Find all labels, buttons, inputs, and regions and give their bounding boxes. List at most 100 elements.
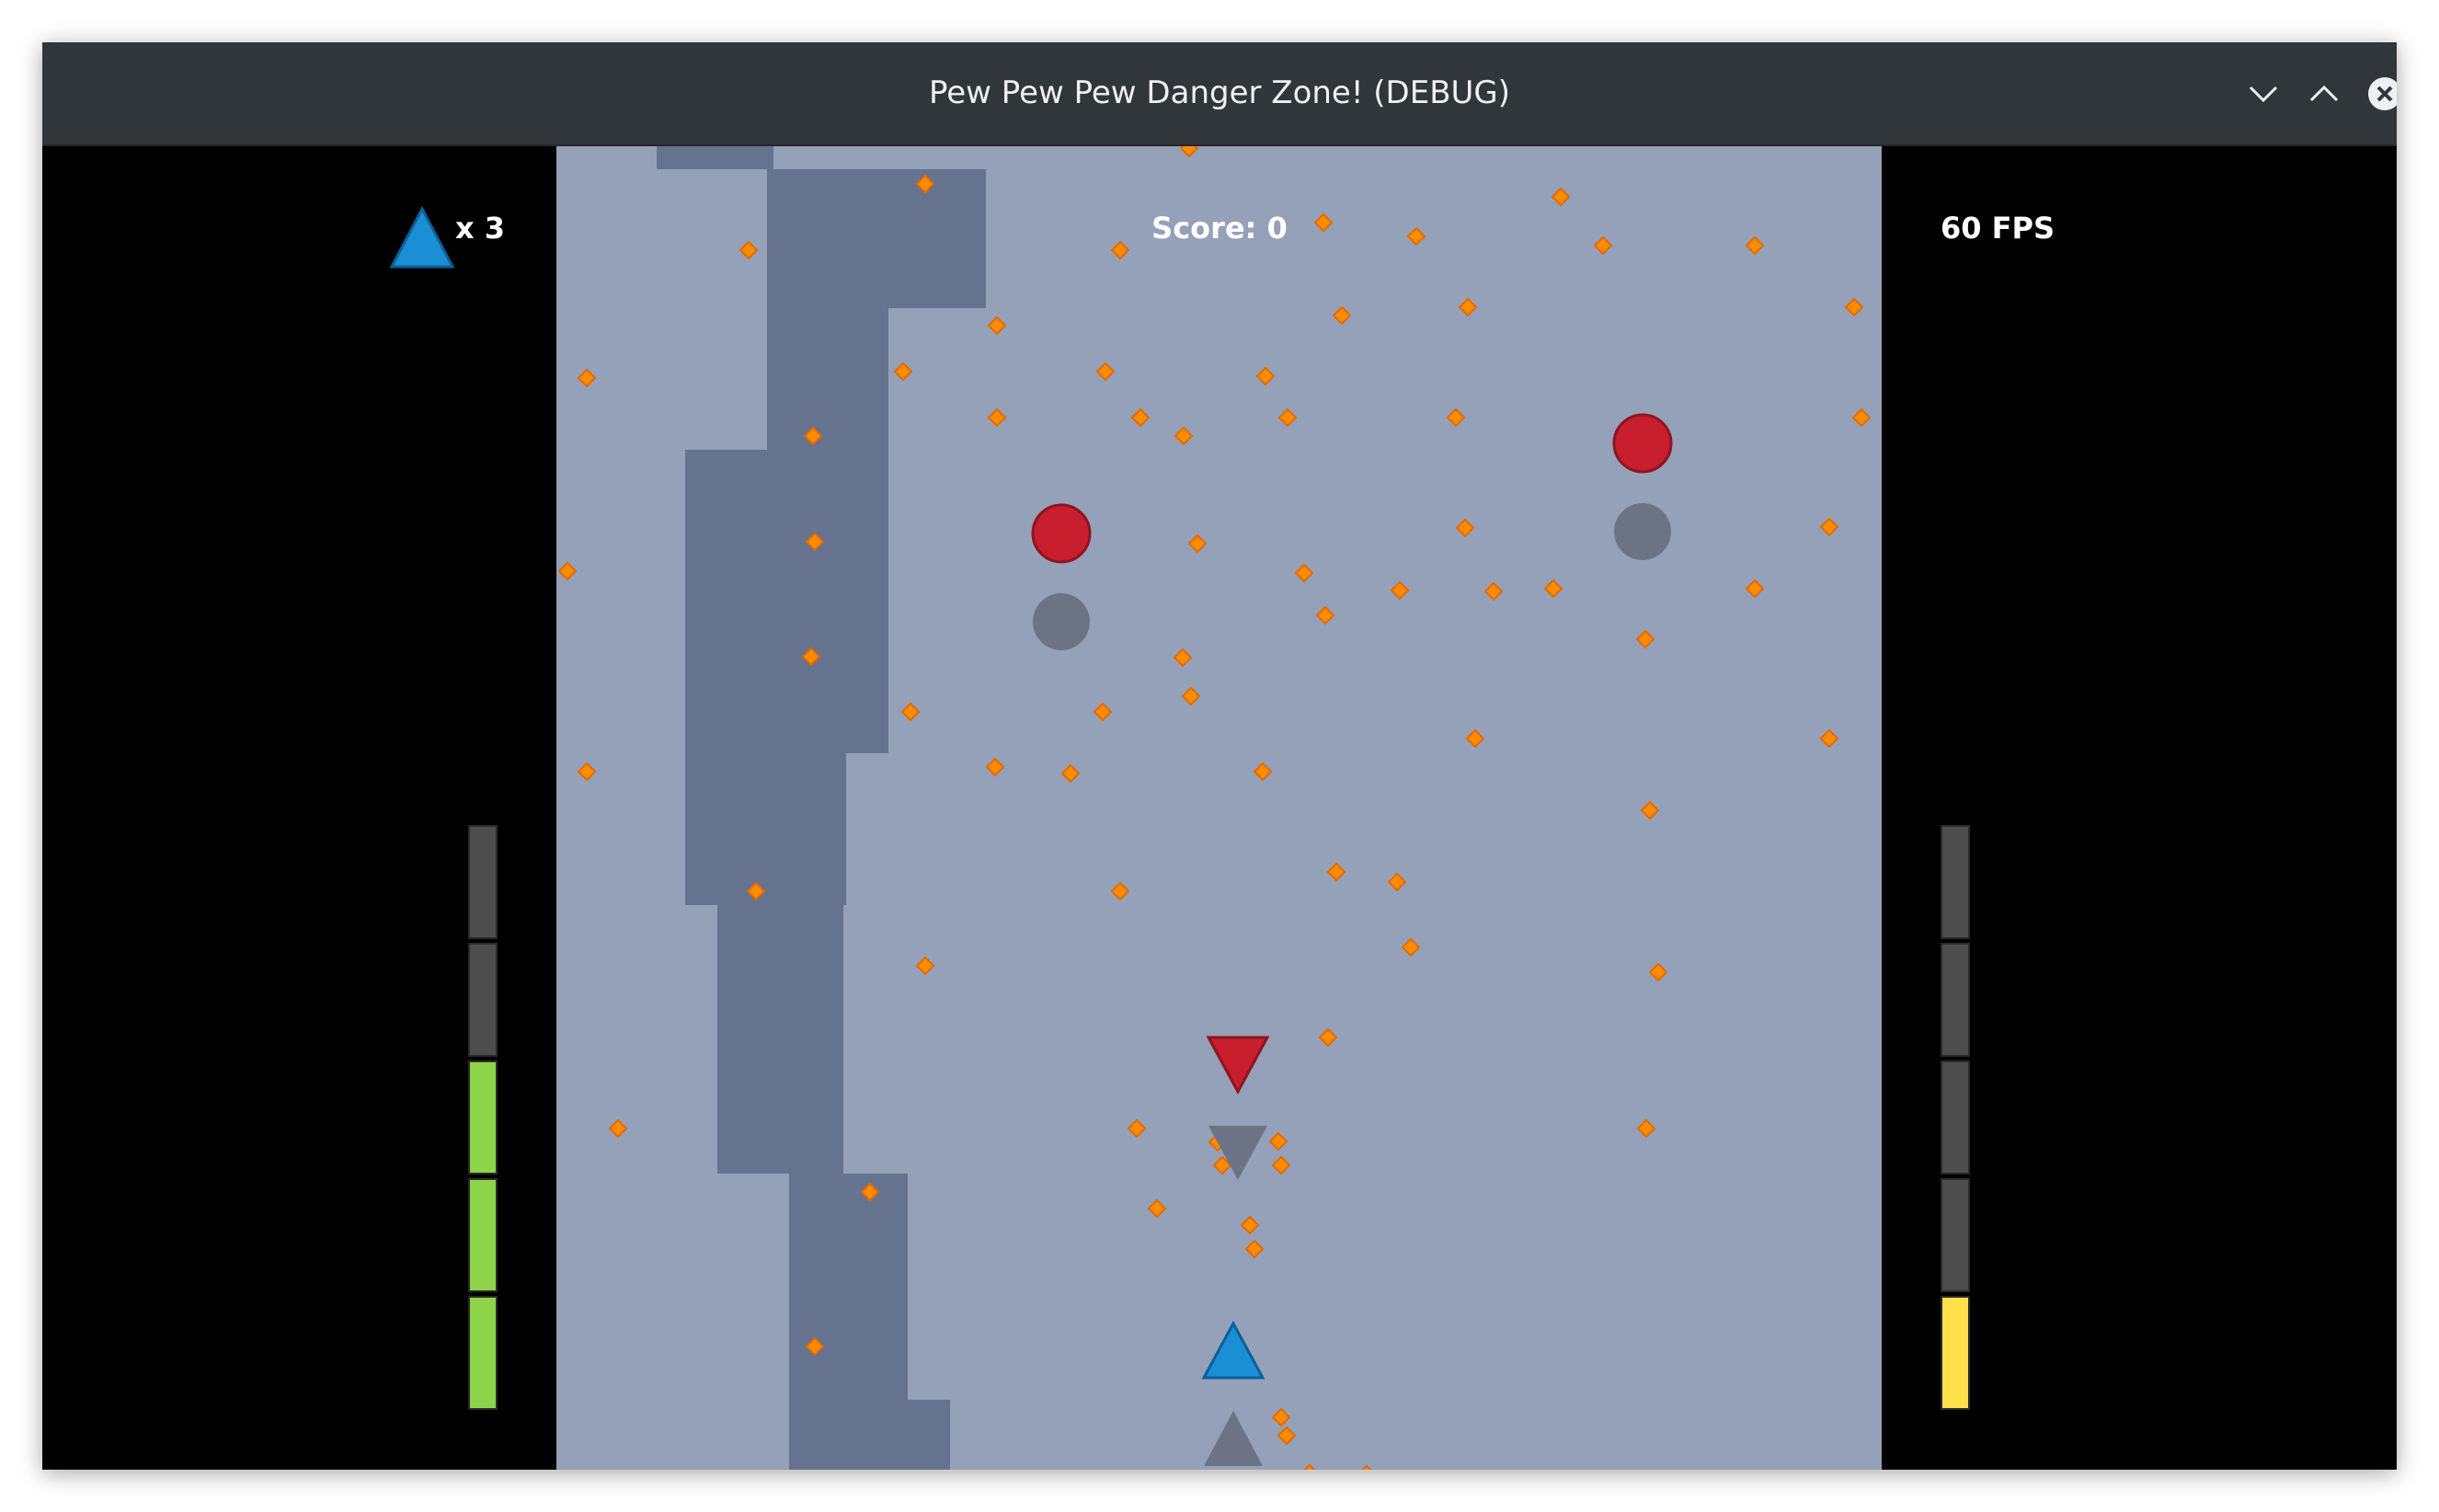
power-meter-segment bbox=[1941, 1296, 1970, 1410]
window-title: Pew Pew Pew Danger Zone! (DEBUG) bbox=[928, 74, 1511, 111]
enemy-bullet bbox=[1179, 146, 1199, 158]
title-bar[interactable]: Pew Pew Pew Danger Zone! (DEBUG) bbox=[42, 42, 2397, 146]
enemy-bullet bbox=[1147, 1198, 1167, 1219]
enemy-bullet bbox=[1095, 361, 1116, 382]
enemy-bullet bbox=[1315, 605, 1335, 625]
power-meter-segment bbox=[1941, 1060, 1970, 1174]
game-window: Pew Pew Pew Danger Zone! (DEBUG) x 3 Sco… bbox=[42, 42, 2397, 1470]
health-meter-segment bbox=[468, 943, 498, 1057]
terrain-wall bbox=[657, 146, 773, 169]
minimize-button[interactable] bbox=[2245, 75, 2282, 112]
enemy-bullet bbox=[577, 762, 597, 782]
blue-triangle-icon bbox=[389, 205, 455, 269]
enemy-bullet bbox=[1271, 1407, 1291, 1427]
maximize-button[interactable] bbox=[2306, 75, 2342, 112]
enemy-bullet bbox=[1326, 862, 1346, 882]
chevron-up-icon bbox=[2309, 85, 2339, 102]
enemy-bullet bbox=[987, 407, 1007, 428]
enemy-bullet bbox=[739, 240, 759, 260]
terrain-wall bbox=[717, 905, 843, 1174]
enemy-bullet bbox=[1745, 235, 1765, 256]
enemy-bullet bbox=[801, 647, 821, 667]
enemy-bullet bbox=[1446, 407, 1466, 428]
enemy-bullet bbox=[1593, 235, 1613, 256]
enemy-bullet bbox=[1277, 1426, 1297, 1446]
player-ship bbox=[1201, 1320, 1265, 1380]
enemy-bullet bbox=[1130, 407, 1151, 428]
enemy-bullet bbox=[805, 1336, 825, 1357]
score-display: Score: 0 bbox=[1151, 211, 1288, 246]
enemy-bullet bbox=[608, 1118, 628, 1139]
enemy-bullet bbox=[1636, 1118, 1656, 1139]
power-meter-segment bbox=[1941, 943, 1970, 1057]
health-meter-segment bbox=[468, 825, 498, 939]
terrain-wall bbox=[685, 450, 767, 905]
enemy-bullet bbox=[987, 315, 1007, 336]
enemy-bullet bbox=[1303, 1463, 1316, 1470]
enemy-bullet bbox=[1844, 297, 1864, 317]
power-meter-segment bbox=[1941, 1178, 1970, 1292]
enemy-bullet bbox=[1390, 580, 1410, 601]
close-icon bbox=[2368, 77, 2397, 110]
power-meter-segment bbox=[1941, 825, 1970, 939]
enemy-bullet bbox=[1255, 366, 1276, 386]
chevron-down-icon bbox=[2249, 86, 2278, 103]
enemy-bullet bbox=[1401, 937, 1421, 957]
enemy-bullet bbox=[1635, 629, 1655, 649]
enemy-bullet bbox=[1173, 647, 1193, 668]
enemy-bullet bbox=[805, 532, 825, 552]
enemy-bullet bbox=[1110, 240, 1130, 260]
terrain-wall bbox=[767, 588, 846, 905]
enemy-shadow bbox=[1033, 593, 1090, 650]
enemy-bullet bbox=[1240, 1215, 1260, 1235]
enemy-bullet bbox=[1455, 518, 1475, 538]
game-canvas[interactable] bbox=[42, 146, 2397, 1470]
enemy-bullet bbox=[1851, 407, 1872, 428]
enemy-bullet bbox=[1819, 517, 1839, 537]
enemy-bullet bbox=[860, 1182, 880, 1202]
enemy-bullet bbox=[1648, 962, 1668, 982]
enemy-bullet bbox=[1745, 578, 1765, 599]
enemy-bullet bbox=[1406, 226, 1426, 246]
enemy-shadow bbox=[1614, 503, 1671, 560]
enemy-bullet bbox=[1543, 578, 1563, 599]
enemy-bullet bbox=[1483, 581, 1504, 601]
health-meter-segment bbox=[468, 1060, 498, 1174]
game-viewport[interactable]: x 3 Score: 0 60 FPS bbox=[42, 146, 2397, 1470]
player-ship-shadow bbox=[1204, 1411, 1263, 1466]
close-button[interactable] bbox=[2366, 75, 2397, 112]
terrain-wall bbox=[824, 1400, 950, 1470]
terrain-wall bbox=[767, 169, 986, 308]
enemy-bullet bbox=[1110, 881, 1130, 901]
enemy-bullet bbox=[1277, 407, 1298, 428]
enemy-bullet bbox=[1212, 1155, 1232, 1175]
enemy-bullet bbox=[1268, 1131, 1288, 1151]
enemy-bullet bbox=[1174, 426, 1194, 446]
enemy-bullet bbox=[1819, 728, 1839, 749]
enemy-ship bbox=[1206, 1036, 1270, 1095]
enemy-bullet bbox=[1127, 1118, 1147, 1139]
enemy-bullet bbox=[1387, 872, 1407, 892]
enemy-orb bbox=[1612, 413, 1673, 474]
enemy-bullet bbox=[1253, 762, 1273, 782]
enemy-bullet bbox=[1465, 728, 1485, 749]
enemy-bullet bbox=[1313, 212, 1334, 233]
enemy-bullet bbox=[1332, 305, 1352, 326]
enemy-bullet bbox=[985, 757, 1005, 777]
enemy-ship-shadow bbox=[1208, 1126, 1267, 1180]
enemy-bullet bbox=[1294, 563, 1314, 583]
enemy-bullet bbox=[1181, 686, 1201, 706]
lives-counter: x 3 bbox=[455, 211, 506, 246]
fps-counter: 60 FPS bbox=[1941, 211, 2055, 246]
enemy-bullet bbox=[803, 426, 823, 446]
enemy-bullet bbox=[915, 174, 935, 194]
health-meter-segment bbox=[468, 1178, 498, 1292]
enemy-bullet bbox=[1271, 1155, 1291, 1175]
enemy-bullet bbox=[557, 561, 578, 581]
health-meter-segment bbox=[468, 1296, 498, 1410]
enemy-orb bbox=[1031, 503, 1092, 564]
enemy-bullet bbox=[746, 881, 766, 901]
enemy-bullet bbox=[915, 956, 935, 976]
enemy-bullet bbox=[1187, 533, 1208, 554]
enemy-bullet bbox=[1093, 702, 1113, 722]
